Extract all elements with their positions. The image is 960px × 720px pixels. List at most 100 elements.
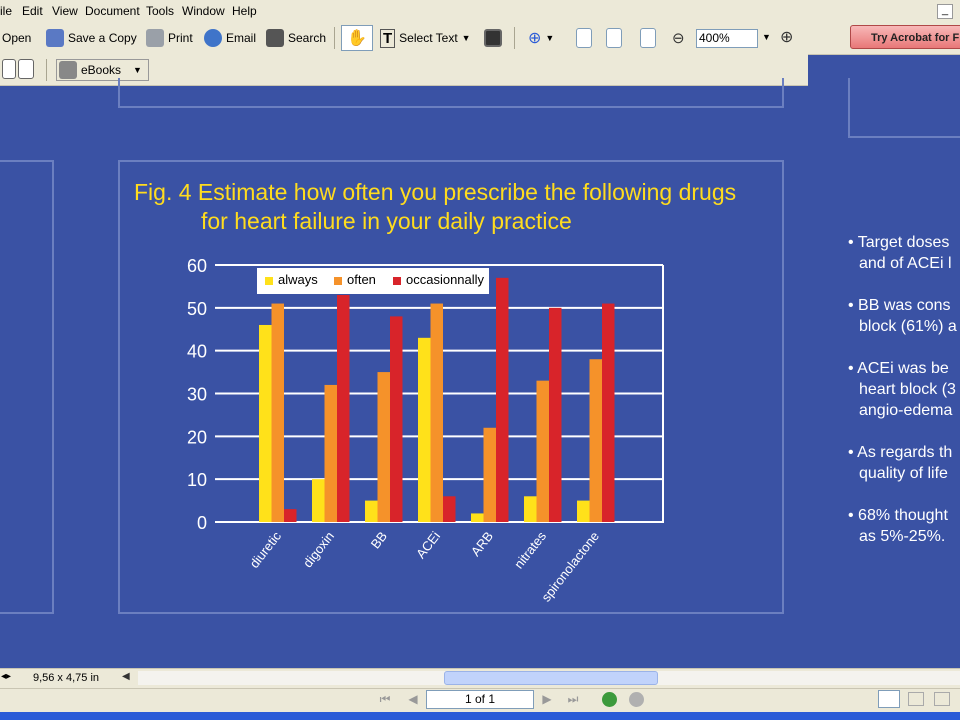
ebooks-button[interactable]: eBooks ▼ [56, 59, 149, 81]
printer-icon [146, 29, 164, 47]
splitter-icon[interactable]: ◂▸ [1, 671, 12, 682]
bar-occasionnally-digoxin [337, 294, 350, 522]
first-page-icon[interactable]: ⏮ [379, 692, 391, 706]
print-label: Print [168, 31, 193, 45]
bullet-line: • As regards th [848, 444, 953, 461]
email-button[interactable]: Email [204, 28, 256, 48]
bullet-item: • Target doses and of ACEi l [848, 232, 960, 274]
actual-size-button[interactable] [576, 28, 592, 48]
bar-occasionnally-ARB [496, 277, 509, 522]
toolbar-separator [46, 59, 47, 81]
menu-help[interactable]: Help [232, 4, 257, 18]
bullet-line: • 68% thought [848, 507, 948, 524]
last-page-icon[interactable]: ⏭ [567, 692, 579, 706]
y-tick-label: 60 [187, 256, 207, 276]
facing-layout-icon[interactable] [934, 692, 950, 706]
next-page-icon[interactable]: ▶ [542, 692, 552, 706]
search-button[interactable]: Search [266, 28, 326, 48]
zoom-in-tool-button[interactable]: ⊕ ▼ [528, 28, 554, 48]
bar-often-digoxin [324, 384, 337, 522]
bullet-line: block (61%) a [859, 318, 957, 335]
x-tick-label: ARB [468, 529, 496, 559]
bar-occasionnally-spironolactone [602, 303, 615, 522]
print-button[interactable]: Print [146, 28, 193, 48]
go-back-icon[interactable] [602, 692, 617, 707]
bar-always-diuretic [259, 324, 272, 522]
figure-title-line1: Fig. 4 Estimate how often you prescribe … [134, 179, 737, 205]
left-panel [0, 160, 54, 614]
page-number-input[interactable]: 1 of 1 [426, 690, 534, 709]
fit-page-icon [606, 28, 622, 48]
minimize-button[interactable]: _ [937, 4, 953, 19]
y-tick-label: 50 [187, 299, 207, 319]
ebooks-label: eBooks [81, 63, 122, 77]
hand-tool-button[interactable]: ✋ [341, 25, 373, 51]
pages-button[interactable] [18, 59, 34, 79]
menu-file[interactable]: ile [0, 4, 13, 18]
bullet-line: • ACEi was be [848, 360, 949, 377]
toolbar-separator [334, 27, 335, 49]
bullet-line: • Target doses [848, 234, 950, 251]
upper-panel [118, 78, 784, 108]
legend-swatch-often [334, 277, 342, 285]
bullet-item: • BB was cons block (61%) a [848, 295, 960, 337]
scroll-left-icon[interactable]: ◀ [122, 671, 130, 682]
chevron-down-icon[interactable]: ▼ [762, 32, 771, 42]
legend-label-always: always [278, 272, 318, 287]
pages-icon [18, 59, 34, 79]
fit-page-button[interactable] [606, 28, 622, 48]
x-tick-label: BB [368, 529, 390, 552]
save-copy-button[interactable]: Save a Copy [46, 28, 137, 48]
go-forward-icon[interactable] [629, 692, 644, 707]
upper-right-panel [848, 78, 960, 138]
rotate-button[interactable] [2, 59, 16, 79]
bar-occasionnally-ACEi [443, 496, 456, 522]
menu-view[interactable]: View [52, 4, 78, 18]
taskbar [0, 712, 960, 720]
scrollbar-thumb[interactable] [444, 671, 658, 685]
figure-title-line2: for heart failure in your daily practice [201, 208, 572, 234]
bar-always-ARB [471, 513, 484, 522]
secondary-toolbar: eBooks ▼ [0, 54, 808, 86]
select-text-button[interactable]: T Select Text ▼ [380, 28, 471, 48]
fit-width-button[interactable] [640, 28, 656, 48]
bullet-line: • BB was cons [848, 297, 951, 314]
toolbar-separator [514, 27, 515, 49]
bar-often-ACEi [430, 303, 443, 522]
chevron-down-icon[interactable]: ▼ [545, 33, 555, 43]
menu-edit[interactable]: Edit [22, 4, 43, 18]
chevron-down-icon: ▼ [133, 65, 142, 75]
menu-document[interactable]: Document [85, 4, 140, 18]
zoom-out-button[interactable]: ⊖ [672, 28, 685, 48]
y-tick-label: 40 [187, 342, 207, 362]
email-icon [204, 29, 222, 47]
menu-tools[interactable]: Tools [146, 4, 175, 18]
bullet-line: as 5%-25%. [859, 528, 946, 545]
zoom-input[interactable]: 400% [696, 29, 758, 48]
legend-box [257, 268, 489, 294]
plus-circle-icon[interactable]: ⊕ [780, 29, 794, 46]
snapshot-button[interactable] [484, 28, 502, 48]
x-tick-label: nitrates [511, 528, 549, 571]
bar-always-nitrates [524, 496, 537, 522]
bar-often-diuretic [271, 303, 284, 522]
email-label: Email [226, 31, 257, 45]
menu-bar: ile Edit View Document Tools Window Help… [0, 0, 960, 23]
try-acrobat-button[interactable]: Try Acrobat for Free [850, 25, 960, 49]
ebook-icon [59, 61, 77, 79]
bar-often-spironolactone [589, 359, 602, 522]
bullet-item: • As regards th quality of life [848, 442, 960, 484]
previous-page-icon[interactable]: ◀ [408, 692, 418, 706]
chevron-down-icon[interactable]: ▼ [461, 33, 471, 43]
page-size-label: 9,56 x 4,75 in [32, 672, 100, 684]
bullet-item: • ACEi was be heart block (3 angio-edema [848, 358, 960, 421]
continuous-layout-icon[interactable] [908, 692, 924, 706]
x-tick-label: ACEi [413, 529, 443, 562]
text-cursor-icon: T [380, 28, 396, 48]
figure-title: Fig. 4 Estimate how often you prescribe … [134, 178, 784, 236]
page-icon [576, 28, 592, 48]
menu-window[interactable]: Window [182, 4, 225, 18]
hand-icon: ✋ [347, 30, 367, 47]
open-button[interactable]: Open [2, 28, 31, 48]
single-page-layout-icon[interactable] [878, 690, 900, 708]
